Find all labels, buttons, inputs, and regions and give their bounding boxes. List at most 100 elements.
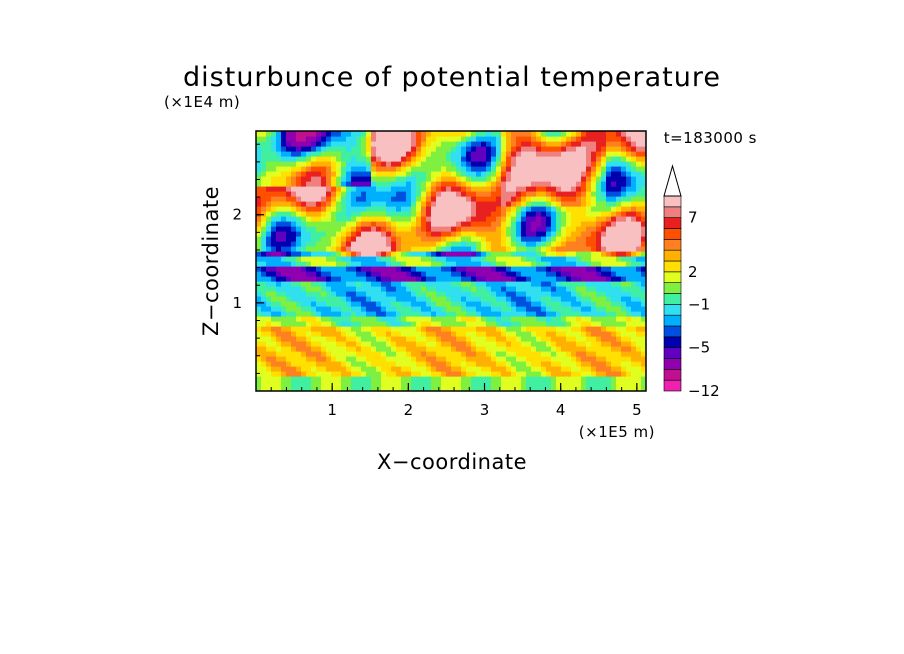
heatmap-cell: [476, 196, 482, 202]
heatmap-cell: [436, 246, 442, 252]
heatmap-cell: [416, 276, 422, 282]
heatmap-cell: [506, 381, 512, 387]
heatmap-cell: [286, 261, 292, 267]
heatmap-cell: [406, 176, 412, 182]
heatmap-cell: [596, 276, 602, 282]
heatmap-cell: [626, 376, 632, 382]
heatmap-cell: [321, 266, 327, 272]
heatmap-cell: [586, 251, 592, 257]
heatmap-cell: [436, 301, 442, 307]
heatmap-cell: [506, 216, 512, 222]
heatmap-cell: [526, 211, 532, 217]
x-tick-label: 3: [480, 401, 490, 419]
heatmap-cell: [371, 261, 377, 267]
heatmap-cell: [521, 251, 527, 257]
heatmap-cell: [576, 336, 582, 342]
heatmap-cell: [301, 321, 307, 327]
heatmap-cell: [631, 171, 637, 177]
heatmap-cell: [591, 381, 597, 387]
heatmap-cell: [526, 351, 532, 357]
heatmap-cell: [311, 161, 317, 167]
heatmap-cell: [426, 331, 432, 337]
heatmap-cell: [456, 286, 462, 292]
heatmap-cell: [491, 351, 497, 357]
heatmap-cell: [431, 181, 437, 187]
heatmap-cell: [286, 286, 292, 292]
heatmap-cell: [431, 151, 437, 157]
heatmap-cell: [356, 316, 362, 322]
heatmap-cell: [606, 176, 612, 182]
heatmap-cell: [281, 151, 287, 157]
heatmap-cell: [561, 371, 567, 377]
heatmap-cell: [481, 361, 487, 367]
heatmap-cell: [536, 141, 542, 147]
heatmap-cell: [621, 321, 627, 327]
heatmap-cell: [396, 181, 402, 187]
heatmap-cell: [501, 306, 507, 312]
heatmap-cell: [606, 316, 612, 322]
heatmap-cell: [391, 156, 397, 162]
heatmap-cell: [366, 306, 372, 312]
heatmap-cell: [611, 366, 617, 372]
heatmap-cell: [436, 361, 442, 367]
heatmap-cell: [481, 331, 487, 337]
heatmap-cell: [486, 236, 492, 242]
heatmap-cell: [466, 311, 472, 317]
heatmap-cell: [286, 301, 292, 307]
heatmap-cell: [481, 141, 487, 147]
heatmap-cell: [436, 211, 442, 217]
heatmap-cell: [271, 306, 277, 312]
heatmap-cell: [396, 226, 402, 232]
heatmap-cell: [491, 341, 497, 347]
heatmap-cell: [606, 366, 612, 372]
heatmap-cell: [386, 206, 392, 212]
heatmap-cell: [456, 161, 462, 167]
heatmap-cell: [401, 276, 407, 282]
heatmap-cell: [526, 331, 532, 337]
heatmap-cell: [456, 361, 462, 367]
heatmap-cell: [366, 266, 372, 272]
heatmap-cell: [631, 291, 637, 297]
heatmap-cell: [636, 261, 642, 267]
heatmap-cell: [521, 376, 527, 382]
heatmap-cell: [526, 381, 532, 387]
heatmap-cell: [526, 256, 532, 262]
heatmap-cell: [531, 156, 537, 162]
heatmap-cell: [486, 181, 492, 187]
heatmap-cell: [351, 341, 357, 347]
heatmap-cell: [501, 316, 507, 322]
heatmap-cell: [591, 136, 597, 142]
heatmap-cell: [486, 151, 492, 157]
heatmap-cell: [436, 276, 442, 282]
heatmap-cell: [546, 166, 552, 172]
heatmap-cell: [276, 151, 282, 157]
heatmap-cell: [556, 151, 562, 157]
heatmap-cell: [516, 376, 522, 382]
heatmap-cell: [486, 206, 492, 212]
heatmap-cell: [416, 216, 422, 222]
heatmap-cell: [376, 301, 382, 307]
heatmap-cell: [451, 221, 457, 227]
heatmap-cell: [376, 381, 382, 387]
heatmap-cell: [571, 261, 577, 267]
heatmap-cell: [291, 201, 297, 207]
heatmap-cell: [396, 271, 402, 277]
heatmap-cell: [331, 131, 337, 137]
heatmap-cell: [511, 371, 517, 377]
heatmap-cell: [321, 371, 327, 377]
heatmap-cell: [291, 216, 297, 222]
heatmap-cell: [436, 256, 442, 262]
heatmap-cell: [576, 226, 582, 232]
heatmap-cell: [386, 186, 392, 192]
heatmap-cell: [621, 156, 627, 162]
heatmap-cell: [601, 176, 607, 182]
heatmap-cell: [276, 171, 282, 177]
heatmap-cell: [306, 141, 312, 147]
heatmap-cell: [336, 316, 342, 322]
heatmap-cell: [596, 231, 602, 237]
heatmap-cell: [336, 171, 342, 177]
heatmap-cell: [476, 301, 482, 307]
heatmap-cell: [256, 341, 262, 347]
heatmap-cell: [526, 321, 532, 327]
heatmap-cell: [376, 231, 382, 237]
